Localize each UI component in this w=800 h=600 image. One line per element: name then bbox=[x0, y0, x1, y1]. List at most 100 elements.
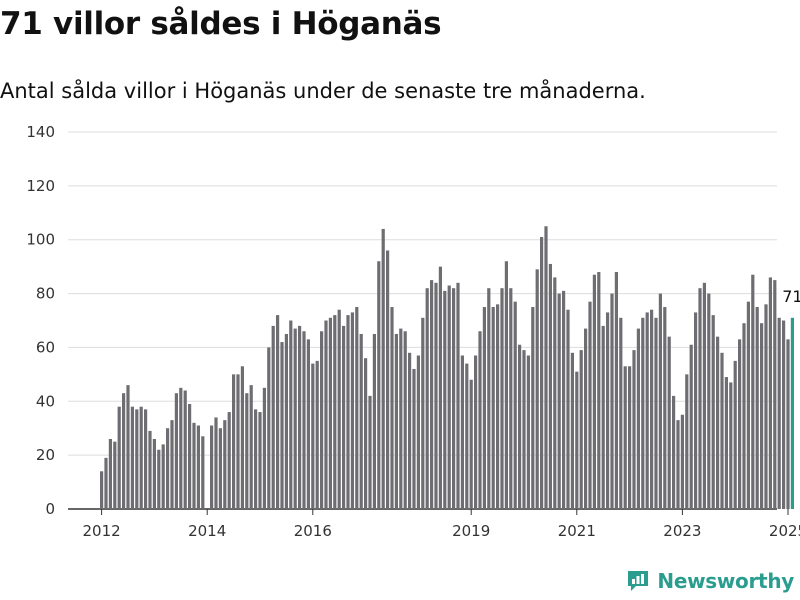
bar bbox=[201, 436, 205, 509]
bar bbox=[746, 301, 750, 509]
bar bbox=[619, 317, 623, 509]
bar bbox=[606, 312, 610, 509]
bar bbox=[443, 290, 447, 509]
bar bbox=[654, 317, 658, 509]
bar bbox=[108, 438, 112, 509]
y-tick-label: 60 bbox=[36, 338, 55, 356]
bar bbox=[460, 355, 464, 509]
x-tick-label: 2023 bbox=[663, 522, 701, 540]
chart-subtitle: Antal sålda villor i Höganäs under de se… bbox=[0, 79, 646, 103]
bar bbox=[350, 312, 354, 509]
bar bbox=[702, 282, 706, 509]
bar bbox=[210, 425, 214, 509]
bar bbox=[117, 406, 121, 509]
y-tick-label: 40 bbox=[36, 392, 55, 410]
bar bbox=[610, 293, 614, 509]
bar bbox=[144, 409, 148, 509]
bar bbox=[531, 307, 535, 509]
chart-title: 71 villor såldes i Höganäs bbox=[0, 6, 442, 42]
bar bbox=[698, 288, 702, 509]
bar bbox=[526, 355, 530, 509]
bar bbox=[152, 438, 156, 509]
bar bbox=[513, 301, 517, 509]
bar bbox=[786, 339, 790, 509]
bar bbox=[381, 228, 385, 509]
bar bbox=[214, 417, 218, 509]
bar bbox=[557, 293, 561, 509]
bar bbox=[645, 312, 649, 509]
bar bbox=[672, 395, 676, 509]
bar bbox=[584, 328, 588, 509]
newsworthy-logo[interactable]: Newsworthy bbox=[625, 568, 794, 594]
bar bbox=[711, 315, 715, 509]
x-tick-label: 2019 bbox=[452, 522, 490, 540]
bar bbox=[764, 304, 768, 509]
bar bbox=[588, 301, 592, 509]
bar bbox=[293, 328, 297, 509]
bar bbox=[139, 406, 143, 509]
bar bbox=[663, 307, 667, 509]
bar bbox=[614, 272, 618, 509]
bar bbox=[540, 237, 544, 509]
bar bbox=[623, 366, 627, 509]
bar bbox=[689, 344, 693, 509]
bar bbox=[289, 320, 293, 509]
y-tick-label: 0 bbox=[45, 500, 55, 518]
y-axis-ticks: 0 20 40 60 80 100 120 140 bbox=[26, 123, 55, 518]
bar bbox=[324, 320, 328, 509]
bar bbox=[570, 352, 574, 509]
bar bbox=[157, 449, 161, 509]
bar bbox=[227, 412, 231, 509]
bar bbox=[548, 263, 552, 509]
bar bbox=[183, 390, 187, 509]
bar bbox=[236, 374, 240, 509]
bar bbox=[518, 344, 522, 509]
bar bbox=[478, 331, 482, 509]
bar bbox=[399, 328, 403, 509]
bar bbox=[135, 409, 139, 509]
bar bbox=[685, 374, 689, 509]
bar bbox=[496, 304, 500, 509]
bar bbox=[742, 323, 746, 509]
bar bbox=[359, 333, 363, 509]
bar bbox=[676, 420, 680, 509]
bar bbox=[425, 288, 429, 509]
bar bbox=[522, 350, 526, 509]
bar bbox=[280, 342, 284, 509]
bar bbox=[126, 385, 130, 509]
bar bbox=[430, 280, 434, 509]
bar bbox=[447, 285, 451, 509]
newsworthy-logo-icon bbox=[628, 571, 649, 591]
annotations: 71 bbox=[782, 287, 800, 306]
bar bbox=[104, 457, 108, 509]
bar bbox=[504, 261, 508, 509]
bar bbox=[320, 331, 324, 509]
bar bbox=[302, 331, 306, 509]
bar bbox=[368, 395, 372, 509]
bar bbox=[601, 325, 605, 509]
bar bbox=[416, 355, 420, 509]
bar bbox=[196, 425, 200, 509]
bar bbox=[579, 350, 583, 509]
bar bbox=[632, 350, 636, 509]
bar bbox=[482, 307, 486, 509]
bar bbox=[469, 379, 473, 509]
bar bbox=[284, 333, 288, 509]
bar bbox=[311, 363, 315, 509]
x-tick-label: 2025 bbox=[769, 522, 800, 540]
bar bbox=[333, 315, 337, 509]
x-axis-ticks: 2012 2014 2016 2019 2021 2023 2025 bbox=[83, 509, 800, 540]
bar bbox=[232, 374, 236, 509]
bar bbox=[113, 441, 117, 509]
bar bbox=[377, 261, 381, 509]
bar bbox=[628, 366, 632, 509]
x-tick-label: 2021 bbox=[558, 522, 596, 540]
bar bbox=[403, 331, 407, 509]
bar bbox=[438, 266, 442, 509]
bars bbox=[100, 226, 794, 509]
bar bbox=[355, 307, 359, 509]
bar bbox=[434, 282, 438, 509]
bar bbox=[245, 393, 249, 509]
bar bbox=[650, 309, 654, 509]
bar bbox=[562, 290, 566, 509]
